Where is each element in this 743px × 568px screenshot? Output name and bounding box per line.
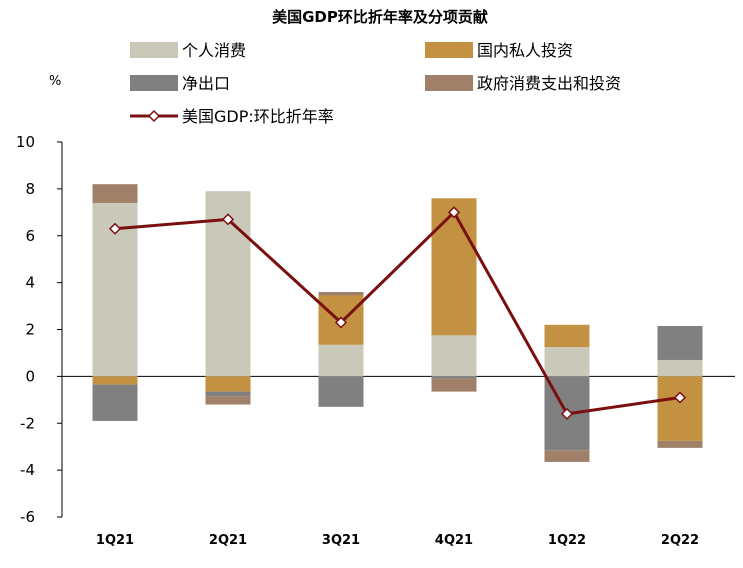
- bar-segment: [92, 384, 138, 421]
- bar-segment: [544, 324, 590, 348]
- bar-segment: [318, 376, 364, 407]
- bar-segment: [431, 376, 477, 379]
- gdp-point: [108, 222, 122, 235]
- y-tick-label: 2: [25, 321, 35, 339]
- bar-segment: [657, 359, 703, 377]
- legend-marker: [147, 109, 161, 123]
- legend-swatch: [130, 42, 178, 58]
- y-tick-label: -6: [20, 508, 35, 526]
- y-axis-unit: %: [49, 74, 61, 89]
- bar-segment: [205, 391, 251, 397]
- gdp-point: [560, 407, 574, 420]
- y-tick-label: 8: [25, 180, 35, 198]
- bar-segment: [431, 335, 477, 377]
- x-tick-label: 4Q21: [435, 533, 473, 548]
- x-tick-label: 1Q22: [548, 533, 586, 548]
- legend-label: 净出口: [182, 74, 230, 93]
- gdp-line: [114, 210, 681, 416]
- bar-segment: [431, 198, 477, 336]
- x-tick-label: 3Q21: [322, 533, 360, 548]
- legend-swatch: [130, 75, 178, 91]
- bar-segment: [92, 376, 138, 385]
- x-tick-label: 1Q21: [96, 533, 134, 548]
- x-tick-label: 2Q21: [209, 533, 247, 548]
- legend-label: 个人消费: [182, 41, 246, 60]
- bar-segment: [544, 347, 590, 377]
- legend-label: 政府消费支出和投资: [477, 74, 621, 93]
- y-tick-label: 6: [25, 227, 35, 245]
- chart-title: 美国GDP环比折年率及分项贡献: [272, 8, 488, 26]
- legend-swatch: [425, 75, 473, 91]
- bar-segment: [205, 396, 251, 405]
- bar-segment: [205, 376, 251, 392]
- bar-segment: [431, 378, 477, 392]
- bar-segment: [318, 292, 364, 296]
- y-tick-label: 0: [25, 367, 35, 385]
- bar-segment: [92, 184, 138, 203]
- plot-area: 10 8 6 4 2 0 -2 -4 -6 1Q21 2Q21 3Q21 4Q21 1Q22 2Q22: [16, 133, 735, 548]
- legend-label: 国内私人投资: [477, 41, 573, 60]
- bar-segment: [657, 440, 703, 448]
- bar-segment: [657, 376, 703, 441]
- y-tick-label: 10: [16, 133, 35, 151]
- x-tick-label: 2Q22: [661, 533, 699, 548]
- bar-segment: [657, 325, 703, 360]
- legend-label: 美国GDP:环比折年率: [182, 107, 334, 126]
- gdp-point: [673, 391, 687, 404]
- bar-segment: [544, 450, 590, 462]
- legend-swatch: [425, 42, 473, 58]
- gdp-point: [334, 316, 348, 329]
- bar-segment: [318, 344, 364, 377]
- y-tick-label: 4: [25, 274, 35, 292]
- gdp-point: [221, 213, 235, 226]
- gdp-point: [447, 206, 461, 219]
- y-tick-label: -2: [20, 414, 35, 432]
- y-tick-label: -4: [20, 461, 35, 479]
